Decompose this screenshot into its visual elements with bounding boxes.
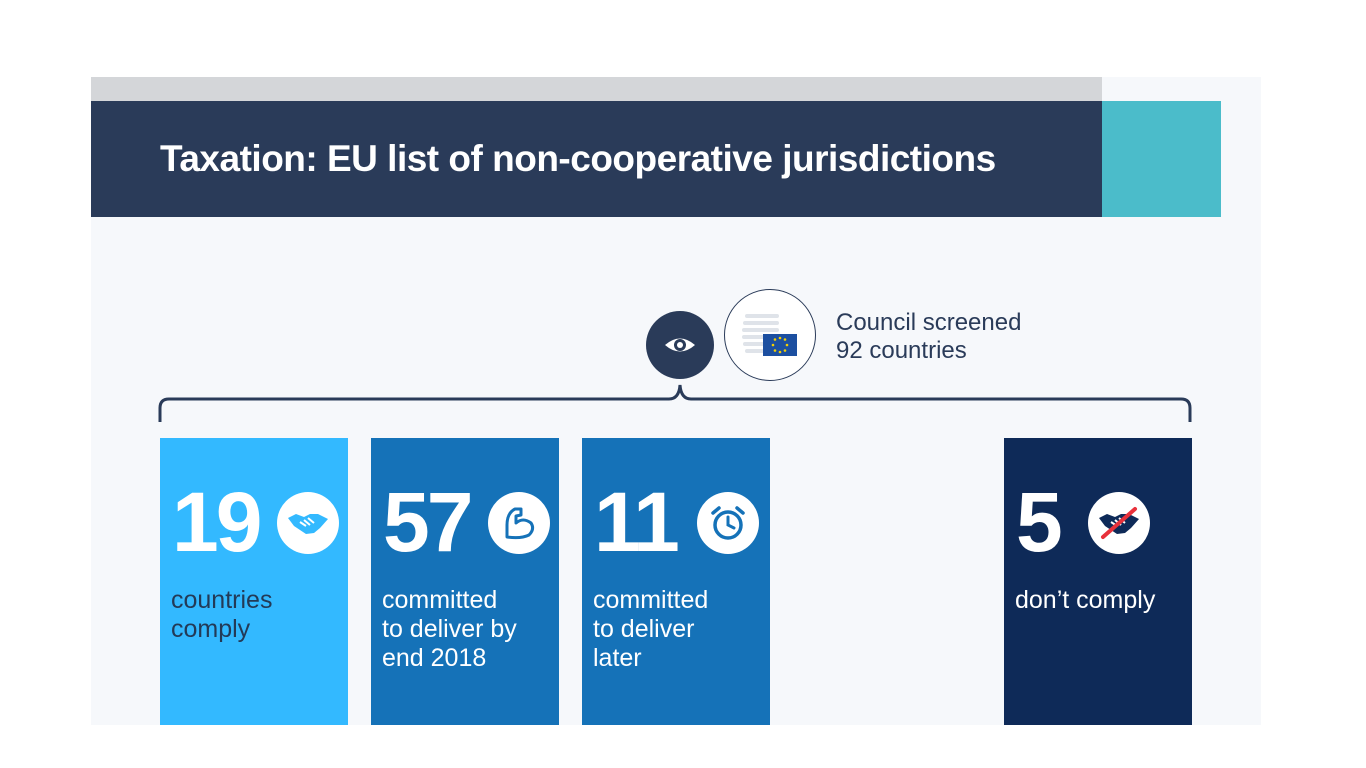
- label-line: committed: [382, 586, 498, 614]
- label-line: to deliver by: [382, 615, 517, 643]
- council-caption: Council screened 92 countries: [836, 309, 1021, 365]
- label-line: countries: [171, 586, 273, 614]
- label-line: end 2018: [382, 644, 487, 672]
- label-line: comply: [171, 615, 251, 643]
- eye-icon: [646, 311, 714, 379]
- bracket-connector: [158, 384, 1192, 422]
- label-line: later: [593, 644, 642, 672]
- label-line: committed: [593, 586, 709, 614]
- category-label: committed to deliver later: [593, 586, 769, 673]
- category-label: committed to deliver by end 2018: [382, 586, 558, 673]
- eu-council-building-icon: [724, 289, 816, 381]
- alarm-clock-icon: [697, 492, 759, 554]
- category-label: countries comply: [171, 586, 347, 644]
- top-strip: [91, 77, 1102, 101]
- council-line-1: Council screened: [836, 309, 1022, 336]
- data-label-value: 19: [172, 475, 262, 569]
- category-label: don’t comply: [1015, 586, 1191, 615]
- committed-later-card: 11 committed to deliver later: [582, 438, 770, 725]
- title-banner: Taxation: EU list of non-cooperative jur…: [91, 101, 1102, 217]
- label-line: to deliver: [593, 615, 695, 643]
- accent-block: [1102, 101, 1221, 217]
- infographic-panel: Taxation: EU list of non-cooperative jur…: [91, 77, 1261, 725]
- committed-2018-card: 57 committed to deliver by end 2018: [371, 438, 559, 725]
- flexed-arm-icon: [488, 492, 550, 554]
- handshake-icon: [277, 492, 339, 554]
- non-comply-card: 5 don’t comply: [1004, 438, 1192, 725]
- council-line-2: 92 countries: [836, 337, 967, 364]
- page-title: Taxation: EU list of non-cooperative jur…: [160, 138, 996, 179]
- data-label-value: 11: [594, 475, 680, 569]
- label-line: don’t comply: [1015, 586, 1156, 614]
- broken-handshake-icon: [1088, 492, 1150, 554]
- data-label-value: 5: [1016, 475, 1063, 569]
- data-label-value: 57: [383, 475, 473, 569]
- comply-card: 19 countries comply: [160, 438, 348, 725]
